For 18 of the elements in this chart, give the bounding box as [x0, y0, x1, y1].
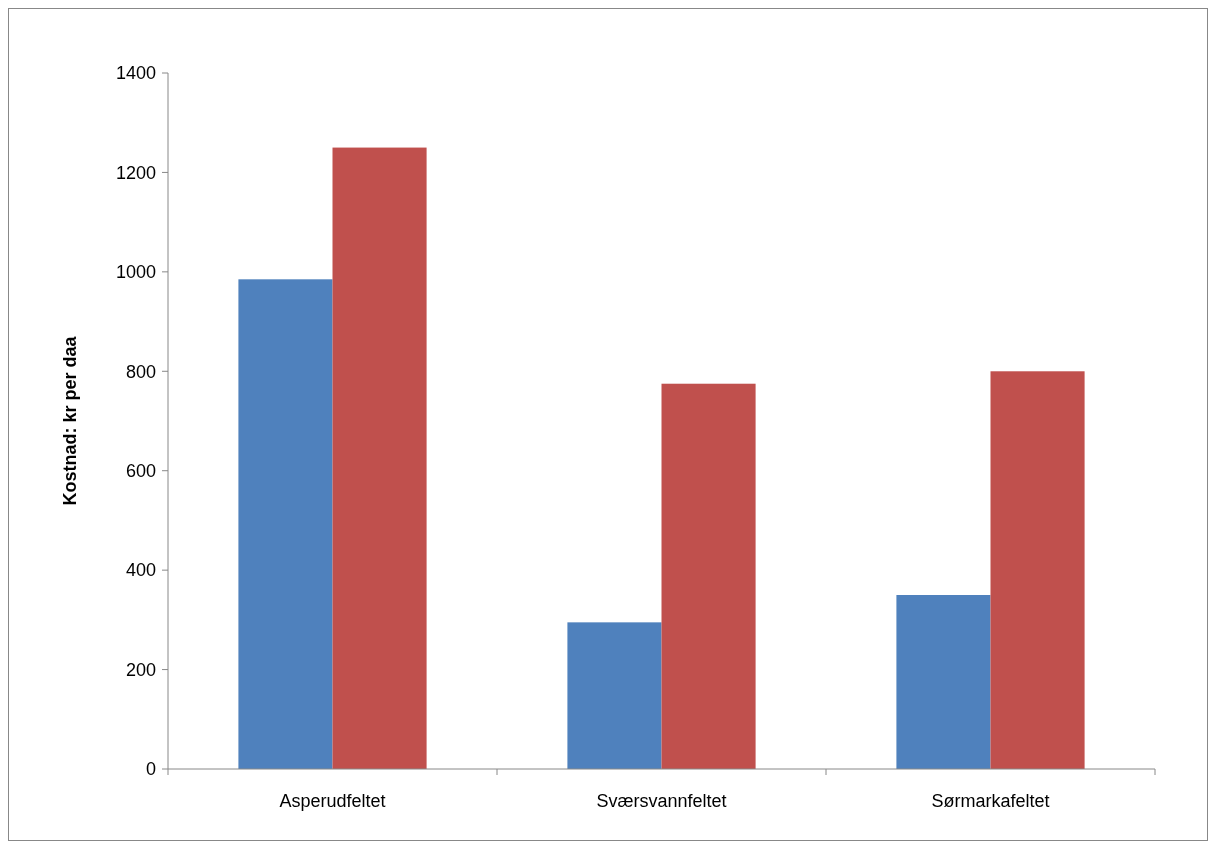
bar — [238, 279, 333, 769]
bar — [567, 622, 662, 769]
y-tick-label: 800 — [125, 361, 156, 382]
bar — [896, 595, 991, 769]
y-tick-label: 1000 — [115, 262, 156, 283]
x-tick-label: Sørmarkafeltet — [931, 791, 1050, 811]
y-tick-label: 1400 — [115, 63, 156, 84]
bar — [990, 371, 1085, 769]
y-axis-title: Kostnad: kr per daa — [60, 335, 80, 506]
y-tick-label: 400 — [125, 560, 156, 581]
y-tick-label: 1200 — [115, 162, 156, 183]
y-tick-label: 600 — [125, 461, 156, 482]
y-tick-label: 0 — [145, 759, 156, 780]
x-tick-label: Asperudfeltet — [279, 791, 386, 811]
bar — [661, 383, 756, 769]
x-tick-label: Sværsvannfeltet — [596, 791, 727, 811]
bar — [332, 147, 427, 769]
y-tick-label: 200 — [125, 659, 156, 680]
